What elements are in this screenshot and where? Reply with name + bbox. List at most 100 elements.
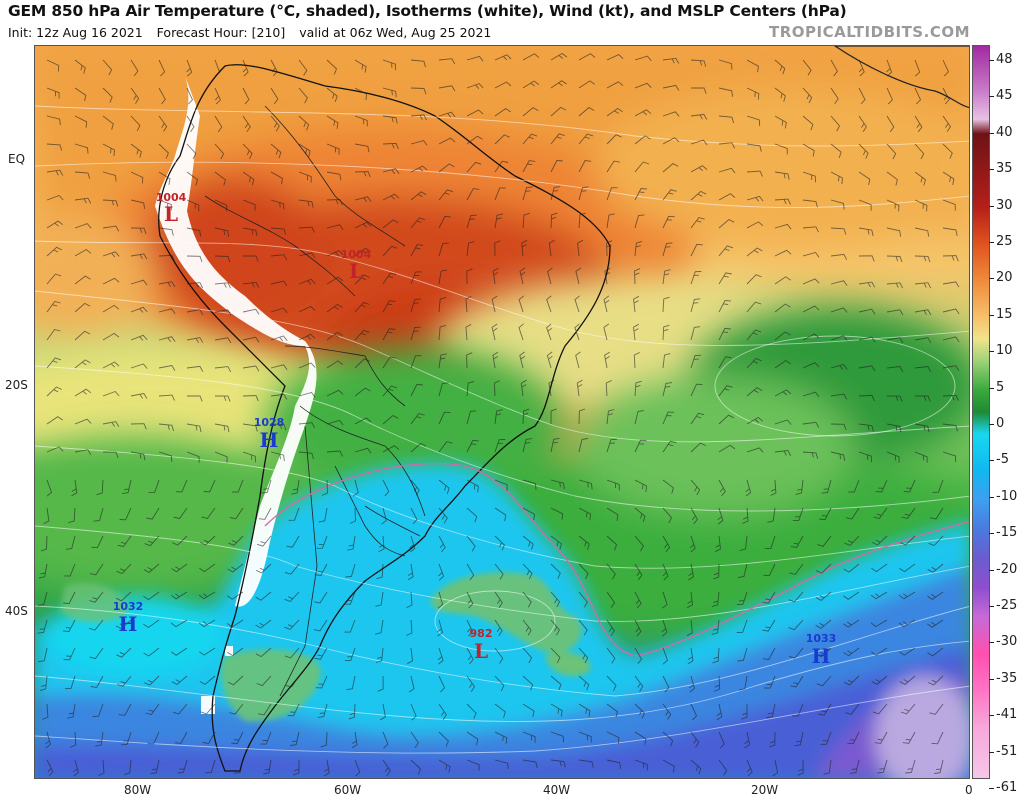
wind-barb [410,759,422,775]
wind-barb [802,143,815,157]
wind-barb [492,267,499,285]
wind-barb [285,563,300,575]
wind-barb [914,143,925,160]
latitude-label-20s: 20S [5,378,28,392]
wind-barb [410,140,428,146]
wind-barb [406,619,413,636]
wind-barb [522,759,538,768]
wind-barb [942,394,959,401]
wind-barb [74,359,91,369]
wind-barb [410,731,419,748]
wind-barb [574,323,580,341]
wind-barb [802,251,820,258]
wind-barb [158,281,176,288]
colorbar-tick-label: -35 [996,670,1018,686]
wind-barb [410,217,426,229]
wind-barb [858,365,876,372]
colorbar-tick [989,242,994,243]
wind-barb [270,171,283,185]
wind-barb [578,535,590,550]
wind-barb [746,329,762,341]
wind-barb [46,357,62,369]
wind-barb [231,731,244,745]
wind-barb [261,479,272,494]
wind-barb [548,239,555,257]
wind-barb [408,675,415,693]
wind-barb [802,226,820,233]
wind-barb [158,336,176,343]
wind-barb [546,323,552,341]
wind-barb [774,115,787,129]
wind-barb [46,246,63,257]
wind-barb [186,171,199,186]
wind-barb [886,255,903,263]
wind-barb [494,439,506,453]
low-pressure-center: 1004 L [341,248,372,283]
wind-barb [89,647,104,660]
colorbar-tick [989,751,994,753]
wind-barb [578,53,596,61]
wind-barb [270,115,280,132]
wind-barb [550,408,557,425]
wind-barb [158,171,171,185]
colorbar-tick [989,424,994,425]
wind-barb [874,731,888,744]
wind-barb [815,591,832,601]
wind-barb [382,759,391,776]
wind-barb [521,239,528,257]
wind-barb [284,647,300,659]
wind-barb [382,300,396,313]
wind-barb [98,759,105,776]
wind-barb [550,437,560,453]
wind-barb [634,535,644,552]
wind-barb [186,309,204,316]
wind-barb [410,298,421,313]
wind-barb [144,675,160,686]
wind-barb [791,703,804,717]
wind-barb [242,227,258,237]
wind-barb [830,171,843,185]
wind-barb [914,171,927,186]
wind-barb [690,354,702,369]
svg-text:1004: 1004 [156,191,187,204]
wind-barb [326,224,344,230]
wind-barb [130,451,146,461]
wind-barb [914,423,930,433]
wind-barb [634,619,642,637]
wind-barb [633,295,640,313]
wind-barb [690,507,698,525]
wind-barb [774,276,791,285]
wind-barb [634,380,642,397]
wind-barb [172,703,188,715]
wind-barb [214,309,232,316]
wind-barb [242,281,260,288]
wind-barb [158,364,176,371]
wind-barb [494,507,507,522]
wind-barb [37,591,48,606]
wind-barb [130,334,148,341]
wind-barb [227,675,244,686]
wind-barb [815,619,832,629]
wind-barb [686,591,693,609]
wind-barb [242,171,255,186]
wind-barb [578,160,592,173]
wind-barb [438,242,449,257]
wind-barb [284,619,300,630]
wind-barb [821,479,832,494]
wind-barb [494,731,508,744]
wind-barb [64,563,76,577]
wind-barb [550,535,562,550]
wind-barb [73,759,79,777]
wind-barb [550,703,563,717]
wind-barb [714,535,721,553]
wind-barb [438,58,456,65]
wind-barb [270,423,287,431]
wind-barb [203,479,216,493]
colorbar-tick [989,678,994,680]
wind-barb [438,85,456,92]
wind-barb [130,253,148,260]
wind-barb [227,563,244,573]
wind-barb [410,479,420,496]
wind-barb [578,212,586,229]
wind-barb [410,191,427,201]
